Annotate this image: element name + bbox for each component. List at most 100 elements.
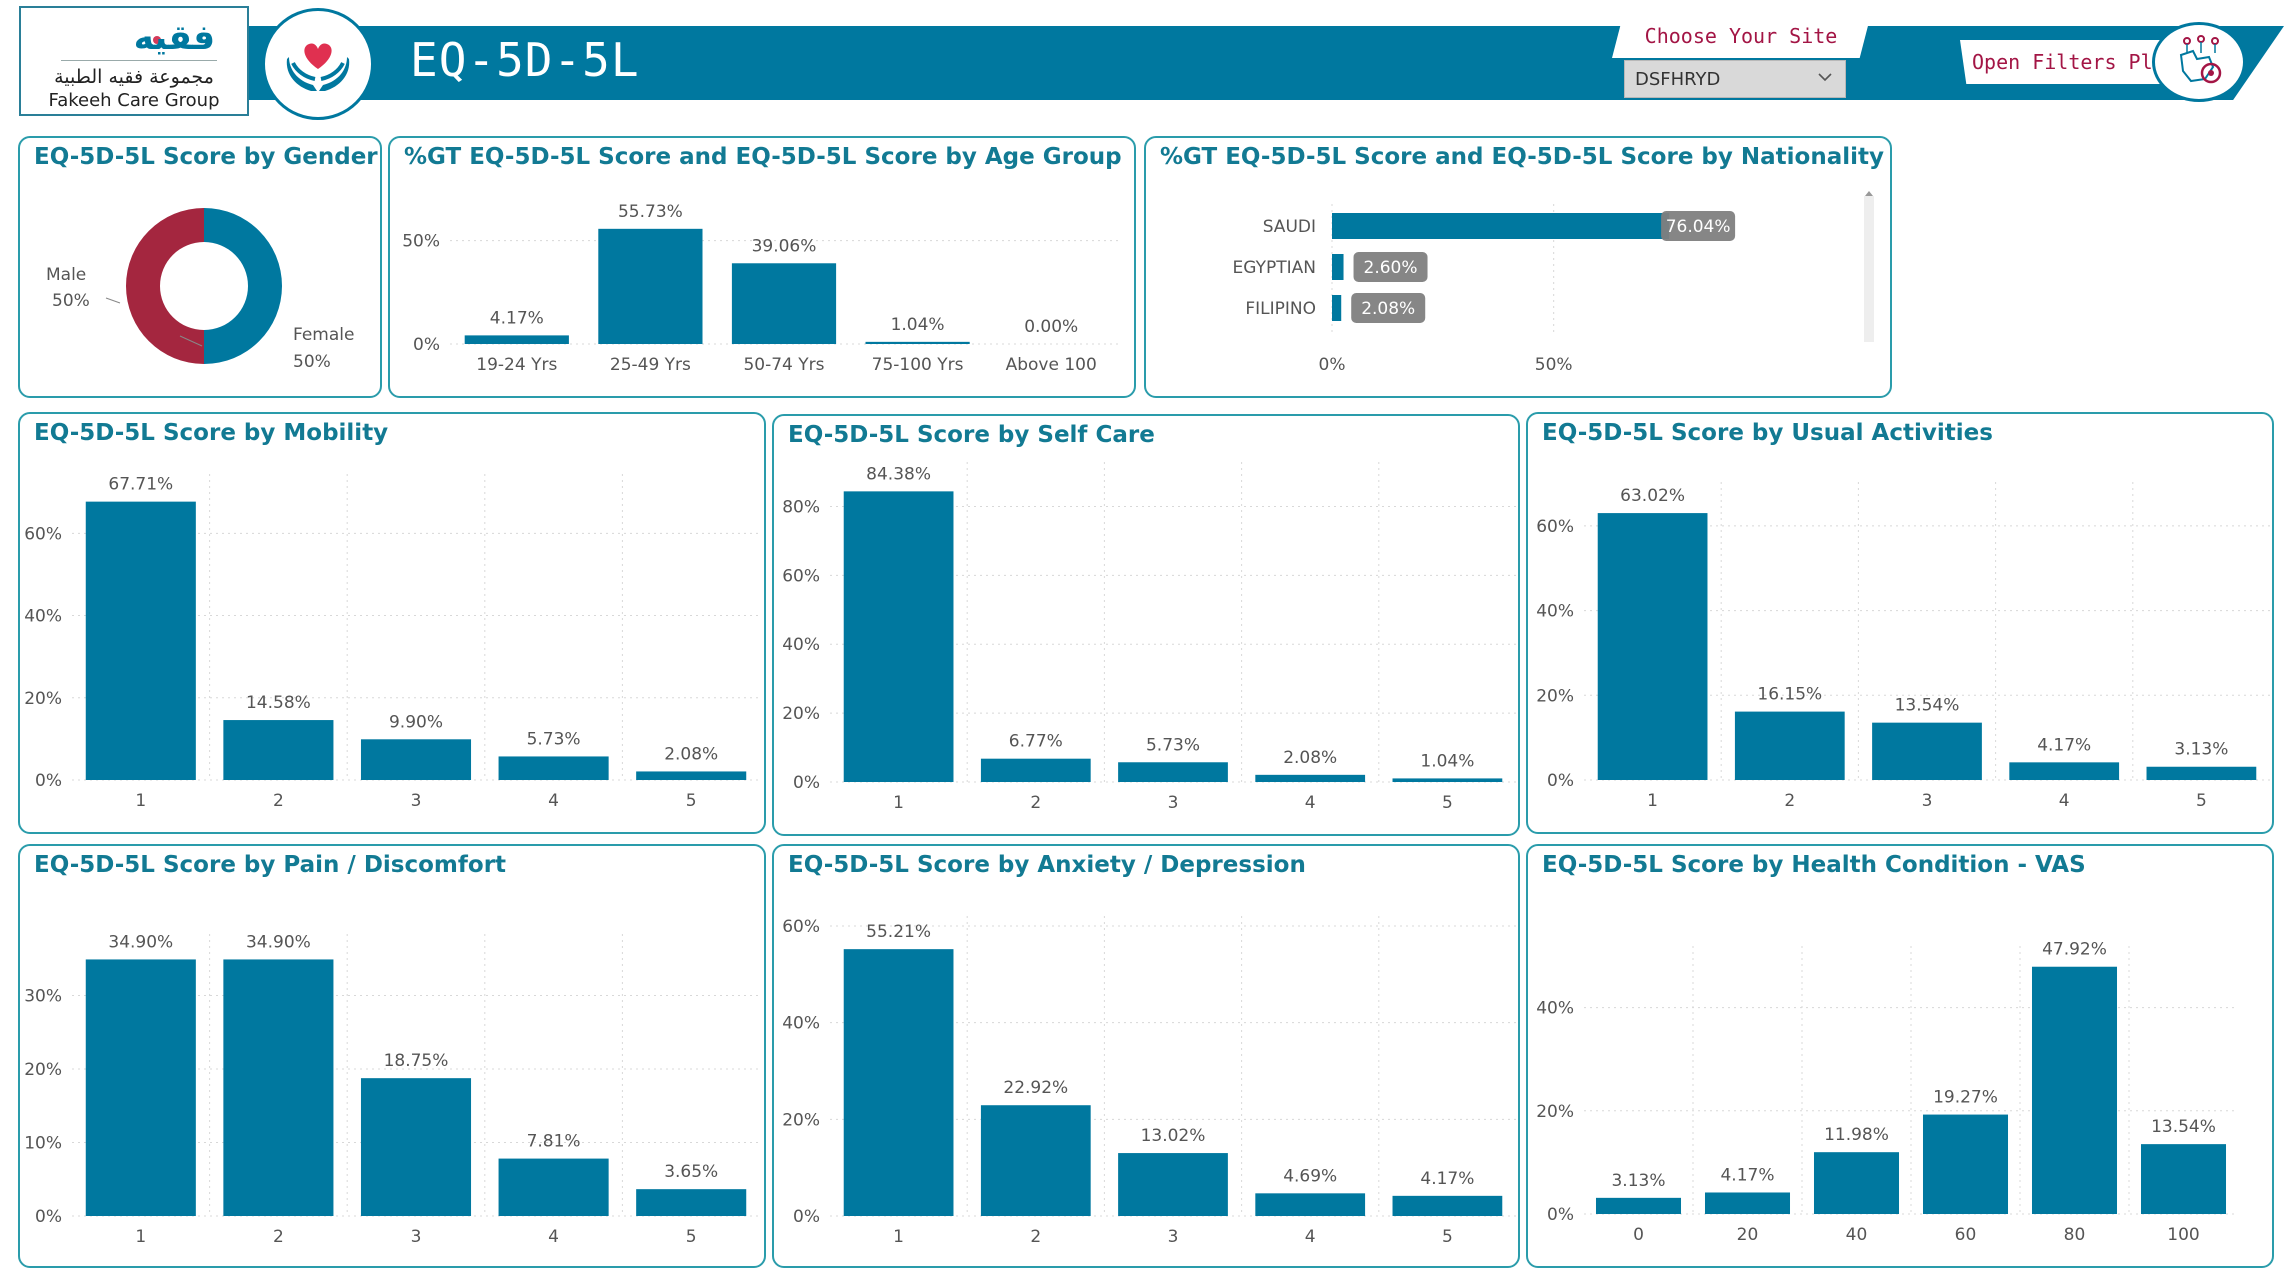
site-dropdown[interactable]: DSFHRYD xyxy=(1624,60,1846,98)
y-tick-label: 40% xyxy=(24,607,62,627)
x-tick-label: 40 xyxy=(1846,1225,1868,1245)
bar[interactable] xyxy=(85,501,196,780)
bar[interactable] xyxy=(843,949,954,1216)
bar[interactable] xyxy=(1392,1195,1503,1216)
bar[interactable] xyxy=(980,1105,1091,1216)
x-tick-label: 50% xyxy=(1535,355,1573,375)
bar[interactable] xyxy=(1734,711,1845,780)
x-tick-label: 3 xyxy=(1168,793,1179,813)
bar[interactable] xyxy=(360,739,472,780)
logo-brand-text: فقيه xyxy=(133,18,215,58)
bar[interactable] xyxy=(1118,1153,1228,1216)
scroll-up-icon[interactable] xyxy=(1865,191,1873,196)
bar[interactable] xyxy=(1255,1193,1366,1216)
bar[interactable] xyxy=(2009,762,2120,780)
y-tick-label: 40% xyxy=(782,1014,820,1034)
bar[interactable] xyxy=(1118,762,1228,782)
bar[interactable] xyxy=(865,341,970,344)
male-label: Male xyxy=(46,265,86,285)
bar[interactable] xyxy=(498,756,609,780)
bar[interactable] xyxy=(2031,966,2118,1214)
x-tick-label: 100 xyxy=(2167,1225,2199,1245)
male-slice[interactable] xyxy=(126,208,204,364)
bar[interactable] xyxy=(1332,295,1342,321)
y-tick-label: 60% xyxy=(24,524,62,544)
y-tick-label: 60% xyxy=(782,566,820,586)
bar[interactable] xyxy=(980,758,1091,782)
mobility-chart-card: EQ-5D-5L Score by Mobility 0% 20% 40% 60% 67… xyxy=(18,412,766,834)
page-title: EQ-5D-5L xyxy=(410,33,640,87)
y-tick-label: 20% xyxy=(1536,1102,1574,1122)
x-tick-label: 2 xyxy=(1784,791,1795,811)
pain-chart-card: EQ-5D-5L Score by Pain / Discomfort 0% 10… xyxy=(18,844,766,1268)
data-label: 2.08% xyxy=(1361,299,1415,319)
data-label: 2.60% xyxy=(1364,258,1418,278)
bar[interactable] xyxy=(1332,213,1670,239)
bar[interactable] xyxy=(1922,1114,2009,1214)
data-label: 55.21% xyxy=(866,922,931,942)
filters-settings-icon[interactable] xyxy=(2152,22,2246,102)
data-label: 6.77% xyxy=(1009,732,1063,752)
data-label: 34.90% xyxy=(246,932,311,952)
filters-button-tab[interactable] xyxy=(1960,40,2170,84)
bar[interactable] xyxy=(1813,1152,1900,1214)
bar[interactable] xyxy=(2146,766,2257,780)
data-label: 14.58% xyxy=(246,693,311,713)
bar[interactable] xyxy=(223,959,334,1216)
bar[interactable] xyxy=(1255,774,1366,782)
x-tick-label: 1 xyxy=(893,1227,904,1247)
bar[interactable] xyxy=(1872,722,1982,780)
data-label-pill xyxy=(1661,211,1736,241)
y-tick-label: 0% xyxy=(793,773,820,793)
bar[interactable] xyxy=(498,1158,609,1216)
y-tick-label: 0% xyxy=(35,1207,62,1227)
bar[interactable] xyxy=(636,1189,747,1216)
gender-donut-chart: Male 50% Female 50% xyxy=(46,208,354,372)
nationality-bar-chart: 0% 50% SAUDI 76.04% EGYPTIAN 2.60% FILIPINO 2.0… xyxy=(1233,191,1874,375)
anxiety-chart-card: EQ-5D-5L Score by Anxiety / Depression 0… xyxy=(772,844,1520,1268)
data-label: 2.08% xyxy=(664,744,718,764)
anxiety-chart-title: EQ-5D-5L Score by Anxiety / Depression xyxy=(788,852,1306,878)
y-tick-label: 20% xyxy=(24,1060,62,1080)
data-label: 39.06% xyxy=(752,236,817,256)
bar[interactable] xyxy=(1597,513,1708,780)
x-tick-label: 4 xyxy=(1305,793,1316,813)
bar[interactable] xyxy=(1392,778,1503,782)
female-slice[interactable] xyxy=(204,208,282,364)
bar[interactable] xyxy=(2140,1144,2227,1214)
scrollbar[interactable] xyxy=(1864,196,1874,342)
y-tick-label: 20% xyxy=(24,689,62,709)
data-label: 4.17% xyxy=(490,308,544,328)
bar[interactable] xyxy=(1332,254,1344,280)
company-logo: فقيه مجموعة فقيه الطبية Fakeeh Care Grou… xyxy=(19,6,249,116)
y-tick-label: 40% xyxy=(1536,999,1574,1019)
pain-chart-title: EQ-5D-5L Score by Pain / Discomfort xyxy=(34,852,507,878)
y-tick-label: 40% xyxy=(1536,602,1574,622)
bar[interactable] xyxy=(1704,1192,1791,1214)
y-tick-label: 80% xyxy=(782,497,820,517)
data-label: 4.17% xyxy=(1420,1169,1474,1189)
bar[interactable] xyxy=(1595,1197,1682,1214)
y-tick-label: 0% xyxy=(35,771,62,791)
chevron-down-icon xyxy=(1818,73,1832,82)
x-tick-label: 4 xyxy=(548,1227,559,1247)
x-tick-label: 4 xyxy=(1305,1227,1316,1247)
bar[interactable] xyxy=(85,959,196,1216)
vas-bar-chart: 0% 20% 40% 3.13% 0 4.17% 20 11.98% 40 19.27% 60 47.… xyxy=(1536,940,2238,1245)
x-tick-label: Above 100 xyxy=(1006,355,1097,375)
bar[interactable] xyxy=(464,335,569,344)
bar[interactable] xyxy=(223,720,334,780)
y-tick-label: 40% xyxy=(782,635,820,655)
data-label: 5.73% xyxy=(1146,735,1200,755)
bar[interactable] xyxy=(360,1078,472,1216)
y-tick-label: 0% xyxy=(413,335,440,355)
bar[interactable] xyxy=(843,491,954,782)
data-label: 3.65% xyxy=(664,1162,718,1182)
y-tick-label: 60% xyxy=(782,917,820,937)
bar[interactable] xyxy=(636,771,747,780)
data-label: 1.04% xyxy=(891,315,945,335)
bar[interactable] xyxy=(598,228,703,344)
data-label-pill xyxy=(1351,293,1426,323)
data-label: 13.02% xyxy=(1141,1126,1206,1146)
bar[interactable] xyxy=(731,263,837,344)
